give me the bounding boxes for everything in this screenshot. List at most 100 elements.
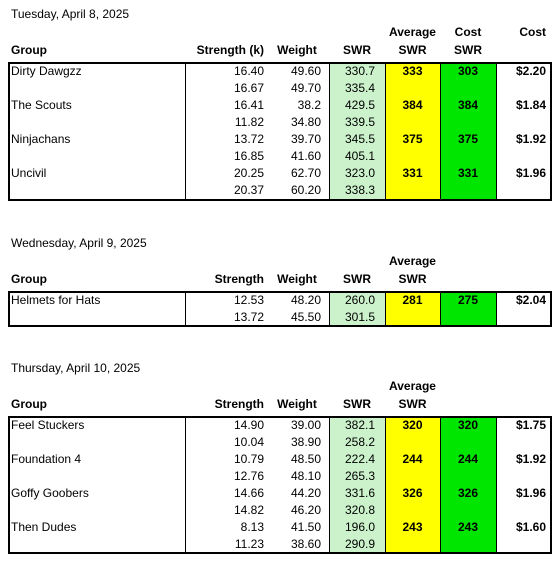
header-group: Group — [11, 272, 47, 286]
column-divider — [496, 64, 497, 199]
weight-value: 34.80 — [290, 115, 321, 129]
cost-swr-value: 243 — [457, 520, 479, 534]
cost-swr-value: 384 — [457, 98, 479, 112]
column-divider — [496, 418, 497, 552]
weight-value: 44.20 — [290, 486, 321, 500]
cost-swr-column-fill — [440, 64, 496, 199]
strength-value: 14.90 — [233, 418, 264, 432]
section-date: Tuesday, April 8, 2025 — [11, 7, 130, 21]
header-group: Group — [11, 43, 47, 57]
cost-value: $1.84 — [515, 98, 546, 112]
column-divider — [440, 293, 441, 325]
cost-swr-value: 275 — [457, 293, 479, 307]
group-name: Helmets for Hats — [11, 293, 101, 307]
strength-value: 16.40 — [233, 64, 264, 78]
header-average-bottom: SWR — [398, 43, 427, 57]
swr-value: 260.0 — [344, 293, 375, 307]
swr-column-fill — [329, 293, 385, 325]
group-name: Ninjachans — [11, 132, 71, 146]
swr-value: 301.5 — [344, 310, 375, 324]
cost-value: $1.96 — [515, 166, 546, 180]
strength-value: 16.85 — [233, 149, 264, 163]
strength-value: 14.66 — [233, 486, 264, 500]
strength-value: 10.79 — [233, 452, 264, 466]
cost-value: $2.04 — [515, 293, 546, 307]
header-strength: Strength — [214, 272, 264, 286]
strength-value: 20.25 — [233, 166, 264, 180]
average-swr-value: 333 — [402, 64, 423, 78]
weight-value: 39.70 — [290, 132, 321, 146]
cost-value: $1.60 — [515, 520, 546, 534]
header-swr: SWR — [343, 43, 371, 57]
weight-value: 48.50 — [290, 452, 321, 466]
cost-swr-value: 326 — [457, 486, 479, 500]
swr-value: 429.5 — [344, 98, 375, 112]
column-divider — [385, 64, 386, 199]
cost-swr-column-fill — [440, 418, 496, 552]
header-weight: Weight — [277, 272, 317, 286]
weight-value: 49.70 — [290, 81, 321, 95]
weight-value: 46.20 — [290, 503, 321, 517]
group-name: Goffy Goobers — [11, 486, 89, 500]
header-average-top: Average — [389, 25, 436, 39]
header-group: Group — [11, 397, 47, 411]
weight-value: 62.70 — [290, 166, 321, 180]
swr-column-fill — [329, 64, 385, 199]
header-strength: Strength — [214, 397, 264, 411]
header-average-bottom: SWR — [398, 397, 427, 411]
strength-value: 13.72 — [233, 132, 264, 146]
weight-value: 38.60 — [290, 537, 321, 551]
cost-value: $1.92 — [515, 452, 546, 466]
group-name: Dirty Dawgzz — [11, 64, 82, 78]
weight-value: 38.90 — [290, 435, 321, 449]
group-name: Foundation 4 — [11, 452, 82, 466]
average-swr-value: 281 — [402, 293, 423, 307]
average-swr-value: 243 — [402, 520, 423, 534]
swr-value: 338.3 — [344, 183, 375, 197]
cost-value: $2.20 — [515, 64, 546, 78]
column-divider — [496, 293, 497, 325]
group-name: Uncivil — [11, 166, 47, 180]
average-swr-value: 244 — [402, 452, 423, 466]
swr-value: 265.3 — [344, 469, 375, 483]
weight-value: 41.60 — [290, 149, 321, 163]
group-table-border — [8, 291, 552, 327]
column-divider — [385, 293, 386, 325]
header-cost: Cost — [519, 25, 546, 39]
column-divider — [185, 293, 186, 325]
swr-value: 335.4 — [344, 81, 375, 95]
swr-value: 382.1 — [344, 418, 375, 432]
average-swr-value: 320 — [402, 418, 423, 432]
strength-value: 12.53 — [233, 293, 264, 307]
weight-value: 41.50 — [290, 520, 321, 534]
swr-value: 405.1 — [344, 149, 375, 163]
strength-value: 12.76 — [233, 469, 264, 483]
group-table-border — [8, 416, 552, 554]
cost-swr-value: 303 — [457, 64, 479, 78]
strength-value: 11.82 — [234, 115, 264, 129]
column-divider — [185, 64, 186, 199]
swr-column-fill — [329, 418, 385, 552]
header-cost-swr-top: Cost — [454, 25, 482, 39]
section-date: Thursday, April 10, 2025 — [11, 361, 141, 375]
column-divider — [440, 64, 441, 199]
section-date: Wednesday, April 9, 2025 — [11, 236, 147, 250]
header-swr: SWR — [343, 272, 371, 286]
swr-value: 323.0 — [344, 166, 375, 180]
swr-value: 339.5 — [344, 115, 375, 129]
strength-value: 10.04 — [233, 435, 264, 449]
strength-value: 8.13 — [240, 520, 264, 534]
column-divider — [385, 418, 386, 552]
cost-swr-column-fill — [440, 293, 496, 325]
swr-value: 222.4 — [344, 452, 375, 466]
cost-value: $1.75 — [515, 418, 546, 432]
weight-value: 48.20 — [290, 293, 321, 307]
strength-value: 20.37 — [233, 183, 264, 197]
swr-value: 290.9 — [344, 537, 375, 551]
strength-value: 16.41 — [233, 98, 264, 112]
cost-swr-value: 375 — [457, 132, 479, 146]
strength-value: 14.82 — [233, 503, 264, 517]
swr-value: 196.0 — [344, 520, 375, 534]
column-divider — [329, 418, 330, 552]
header-swr: SWR — [343, 397, 371, 411]
